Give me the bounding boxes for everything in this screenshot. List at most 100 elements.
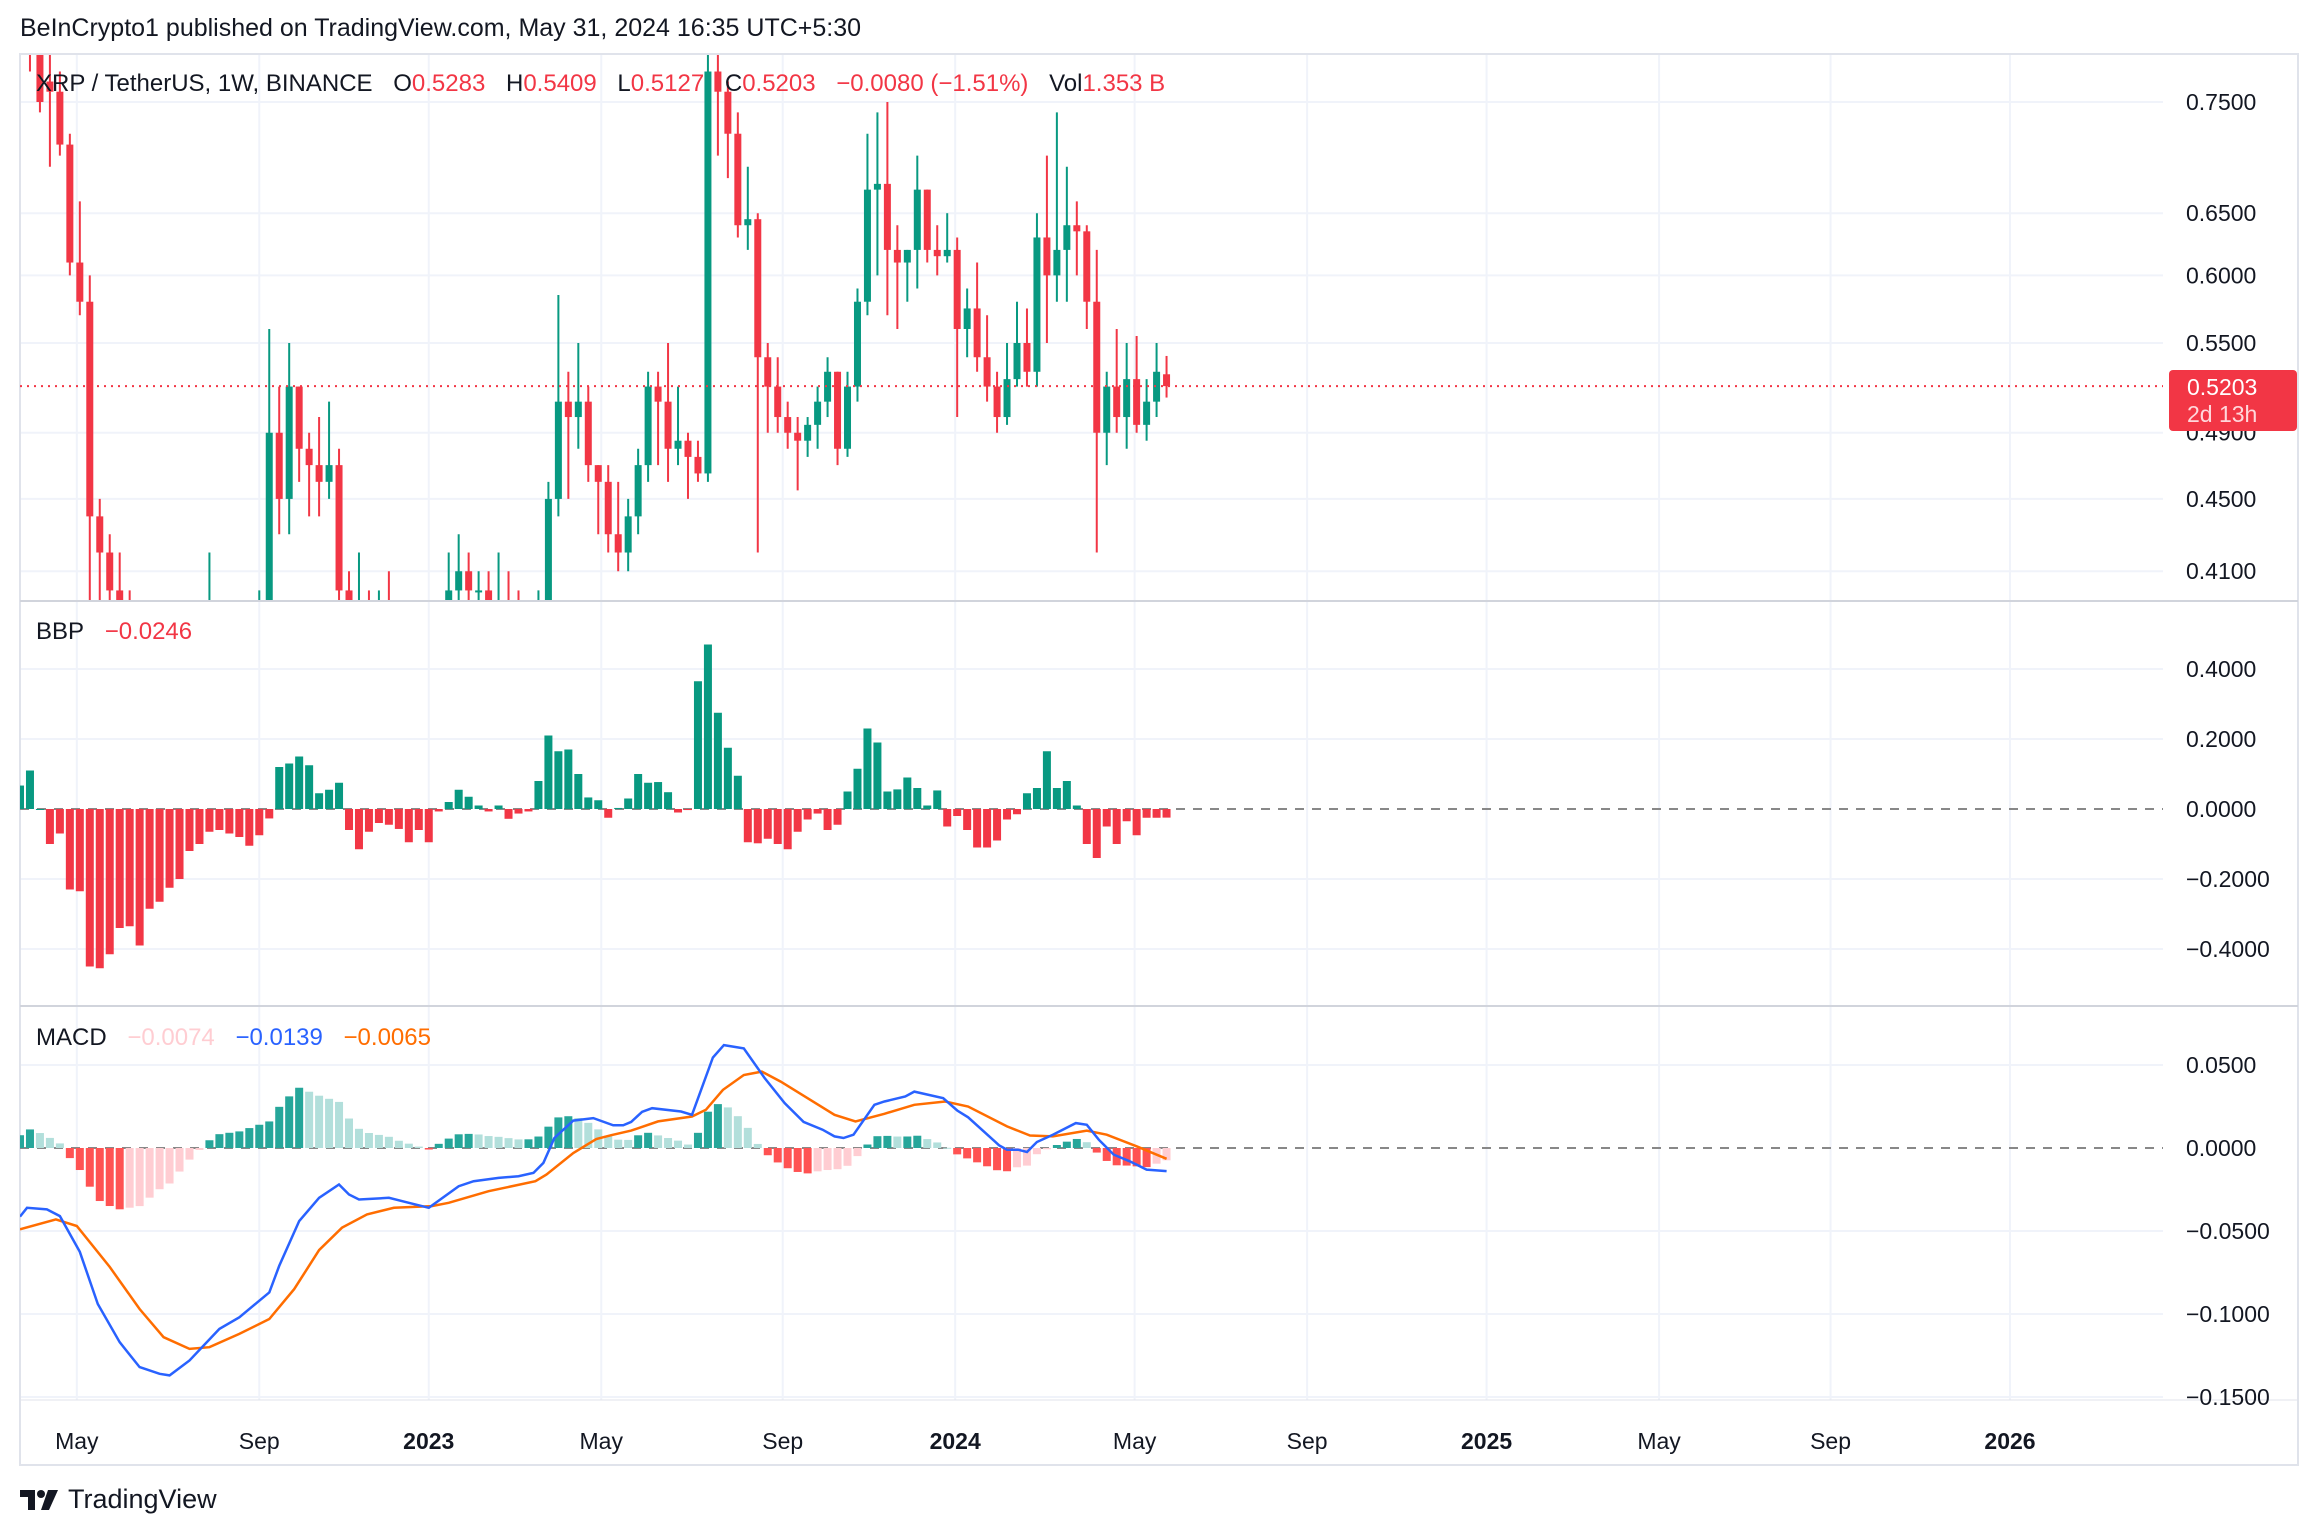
bbp-bar <box>713 712 722 809</box>
candle <box>1123 342 1131 449</box>
macd-histogram-bar <box>534 1136 543 1148</box>
candle-body <box>913 189 921 250</box>
bbp-bar <box>833 809 842 825</box>
candle-body <box>853 301 861 387</box>
bbp-bar <box>295 756 304 809</box>
bbp-bar <box>374 809 383 823</box>
price-axis-label: 0.4100 <box>2186 558 2256 584</box>
candle-body <box>505 610 512 630</box>
candle-body <box>335 465 343 591</box>
bbp-bar <box>604 809 613 818</box>
candle-body <box>1143 401 1151 425</box>
bbp-bar <box>793 809 802 832</box>
candle-body <box>804 424 812 441</box>
candle <box>1063 166 1071 302</box>
bbp-bar <box>1112 809 1121 844</box>
candle-body <box>66 144 74 263</box>
macd-histogram-bar <box>255 1124 264 1148</box>
macd-histogram-bar <box>85 1148 94 1187</box>
macd-histogram-bar <box>354 1128 363 1148</box>
macd-histogram-bar <box>1013 1148 1021 1168</box>
candle <box>614 481 622 572</box>
bbp-bar <box>693 681 702 809</box>
bbp-bar <box>1152 809 1161 818</box>
candle-body <box>774 386 782 418</box>
bbp-bar <box>275 767 284 809</box>
candle-body <box>236 717 243 740</box>
candle <box>624 498 632 572</box>
price-pane[interactable] <box>17 0 2170 840</box>
bbp-bar <box>763 809 772 839</box>
macd-pane[interactable] <box>16 1043 2163 1377</box>
macd-histogram-bar <box>75 1148 84 1171</box>
bbp-bar <box>743 809 752 843</box>
candle <box>226 694 233 764</box>
bbp-bar <box>384 809 393 825</box>
macd-histogram-bar <box>983 1148 992 1167</box>
bbp-bar <box>215 809 224 830</box>
macd-histogram-bar <box>863 1144 872 1148</box>
candle-body <box>903 249 911 263</box>
candle <box>395 610 402 717</box>
macd-histogram-bar <box>1062 1141 1071 1148</box>
macd-histogram-bar <box>374 1134 383 1148</box>
candle <box>774 357 782 433</box>
candle-body <box>634 465 642 517</box>
macd-title[interactable]: MACD <box>36 1024 107 1051</box>
bbp-bar <box>594 800 603 809</box>
bbp-bar <box>933 790 942 809</box>
candle-body <box>544 498 552 600</box>
bbp-bar <box>903 777 912 809</box>
candle <box>883 102 891 316</box>
bbp-bar <box>195 809 204 844</box>
candle <box>1033 213 1041 387</box>
candle <box>644 371 652 482</box>
macd-histogram-bar <box>195 1148 204 1150</box>
candle <box>96 498 104 600</box>
candle-body <box>315 465 323 482</box>
candle-body <box>1033 237 1041 372</box>
time-axis-label: Sep <box>1810 1428 1851 1454</box>
candle-body <box>1073 225 1081 232</box>
macd-histogram-bar <box>424 1148 433 1150</box>
macd-histogram-bar <box>833 1148 842 1170</box>
bbp-bar <box>1013 809 1021 815</box>
tradingview-logo[interactable]: TradingView <box>20 1484 217 1515</box>
candle-body <box>146 672 153 740</box>
candle-body <box>973 308 981 358</box>
bbp-bar <box>305 765 314 809</box>
candle <box>853 288 861 402</box>
candle <box>1053 112 1061 302</box>
symbol-title[interactable]: XRP / TetherUS, 1W, BINANCE <box>36 70 373 97</box>
macd-axis-label: −0.1000 <box>2186 1301 2270 1327</box>
macd-axis-label: −0.1500 <box>2186 1384 2270 1410</box>
macd-histogram-bar <box>803 1148 812 1174</box>
candle <box>684 432 692 499</box>
open-value: 0.5283 <box>411 70 486 97</box>
macd-histogram-bar <box>414 1146 423 1148</box>
low-label: L <box>617 70 631 97</box>
bbp-pane[interactable] <box>16 644 2163 969</box>
bbp-bar <box>1132 809 1141 836</box>
candle-body <box>246 694 253 717</box>
macd-histogram-bar <box>963 1148 972 1159</box>
candle <box>445 552 453 600</box>
macd-histogram-bar <box>1132 1148 1141 1167</box>
bbp-bar <box>783 809 792 850</box>
candle <box>36 55 44 113</box>
candle-body <box>525 630 532 651</box>
candle <box>465 552 473 600</box>
macd-histogram-bar <box>454 1134 463 1148</box>
macd-histogram-bar <box>35 1133 44 1148</box>
candle <box>584 386 592 482</box>
macd-histogram-bar <box>225 1132 234 1148</box>
macd-histogram-bar <box>275 1106 284 1148</box>
bbp-title[interactable]: BBP <box>36 618 85 645</box>
time-axis-label: Sep <box>762 1428 803 1454</box>
candle <box>554 295 562 517</box>
candle-body <box>485 590 493 600</box>
bbp-bar <box>115 809 124 928</box>
macd-histogram-bar <box>404 1143 413 1148</box>
candle <box>784 401 792 449</box>
